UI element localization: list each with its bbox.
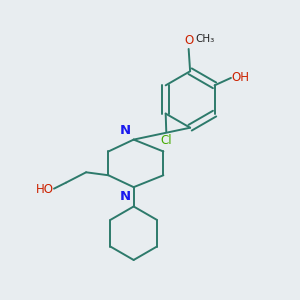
Text: N: N <box>120 124 131 137</box>
Text: O: O <box>184 34 193 47</box>
Text: CH₃: CH₃ <box>196 34 215 44</box>
Text: Cl: Cl <box>161 134 172 147</box>
Text: N: N <box>120 190 131 202</box>
Text: HO: HO <box>35 183 53 196</box>
Text: OH: OH <box>232 70 250 83</box>
